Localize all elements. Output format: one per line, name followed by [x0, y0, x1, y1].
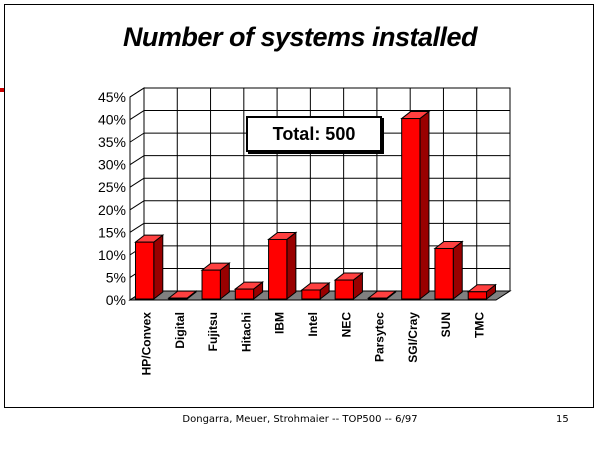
- bar-tmc: [467, 291, 488, 300]
- y-tick-label: 25%: [98, 179, 126, 195]
- bar-fujitsu: [201, 269, 221, 300]
- y-tick-label: 5%: [106, 269, 126, 285]
- y-tick-label: 10%: [98, 247, 126, 263]
- bar-sgi-cray: [401, 118, 421, 300]
- bar-chart: 0% 5% 10% 15% 20% 25% 30% 35% 40% 45% HP/Convex Dig…: [98, 87, 512, 376]
- bar-intel: [301, 289, 321, 300]
- slide-footer: Dongarra, Meuer, Strohmaier -- TOP500 --…: [182, 414, 418, 425]
- bar-ibm: [268, 238, 288, 300]
- gridline-side: [129, 132, 145, 143]
- bar-parsytec: [367, 297, 388, 300]
- gridline-side: [129, 155, 145, 166]
- gridline-side: [129, 222, 145, 233]
- bar-nec: [334, 279, 354, 300]
- y-tick-label: 30%: [98, 157, 126, 173]
- x-tick-label: NEC: [339, 312, 353, 338]
- bar-hp-convex: [134, 241, 155, 300]
- x-tick-label: Intel: [306, 312, 320, 337]
- bar-side-sgi-cray: [419, 110, 430, 301]
- x-tick-label: SUN: [439, 312, 453, 337]
- total-annotation-text: Total: 500: [272, 123, 356, 144]
- y-tick-label: 15%: [98, 224, 126, 240]
- page-number: 15: [556, 414, 569, 425]
- x-tick-label: Fujitsu: [206, 312, 220, 351]
- gridline-side: [129, 177, 145, 188]
- total-annotation-box: Total: 500: [246, 116, 382, 152]
- gridline-side: [129, 87, 145, 98]
- y-tick-label: 35%: [98, 134, 126, 150]
- y-tick-label: 45%: [98, 89, 126, 105]
- x-tick-label: Digital: [173, 312, 187, 349]
- y-tick-label: 0%: [106, 292, 126, 308]
- x-tick-label: HP/Convex: [140, 312, 154, 376]
- x-tick-label: SGI/Cray: [406, 312, 420, 363]
- bar-sun: [434, 247, 454, 300]
- x-tick-label: IBM: [273, 312, 287, 334]
- bar-side-hp-convex: [153, 234, 164, 301]
- chart-title: Number of systems installed: [122, 22, 478, 52]
- slide-frame: [4, 4, 594, 408]
- bar-side-sun: [452, 240, 463, 301]
- bar-digital: [168, 297, 188, 300]
- x-tick-label: Hitachi: [239, 312, 253, 352]
- x-tick-label: Parsytec: [373, 312, 387, 362]
- x-tick-label: TMC: [472, 312, 486, 338]
- gridline-side: [129, 200, 145, 211]
- gridline-side: [129, 110, 145, 120]
- bar-side-ibm: [286, 231, 297, 301]
- y-tick-label: 20%: [98, 202, 126, 218]
- y-tick-label: 40%: [98, 112, 126, 128]
- bar-hitachi: [234, 288, 255, 300]
- slide-edge-marker: [0, 88, 4, 92]
